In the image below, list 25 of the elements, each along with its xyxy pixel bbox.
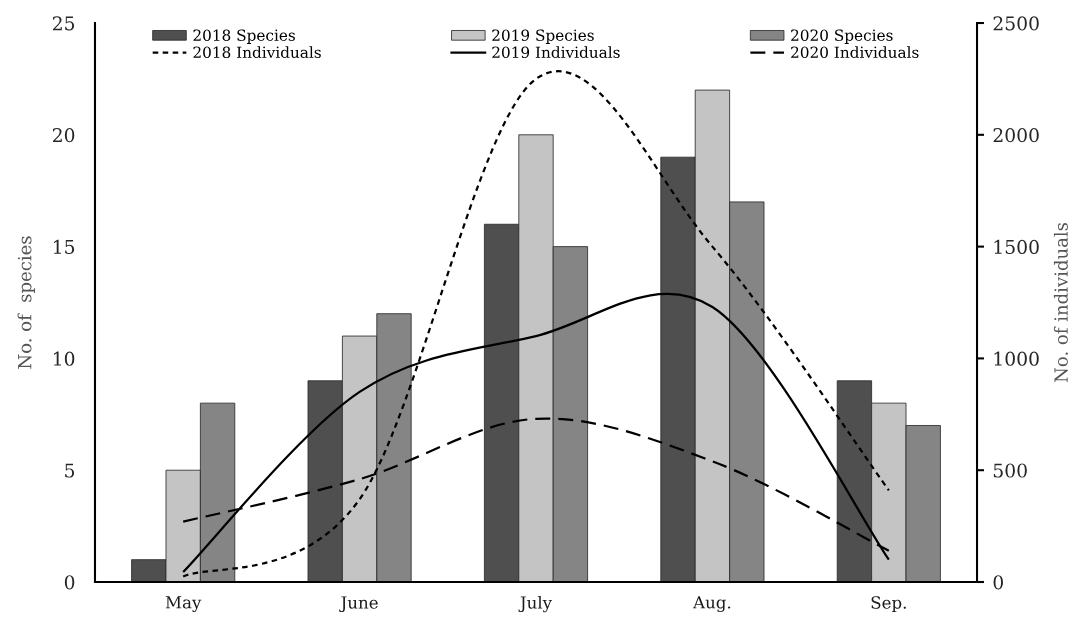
y2-tick-label: 2500 <box>993 16 1039 31</box>
y-tick-label: 25 <box>52 16 75 31</box>
y2-axis-title: No. of individuals <box>1053 223 1068 383</box>
y-tick-label: 0 <box>64 575 75 590</box>
legend-label: 2019 Individuals <box>492 46 620 59</box>
y2-tick-label: 2000 <box>993 128 1039 143</box>
legend-label: 2020 Individuals <box>791 46 919 59</box>
y2-tick-label: 0 <box>993 575 1003 590</box>
y-axis-title: No. of species <box>17 236 36 369</box>
y2-tick-label: 1000 <box>994 351 1039 366</box>
x-tick-label: Aug. <box>692 596 731 613</box>
y-tick-label: 5 <box>65 463 75 478</box>
y-tick-label: 10 <box>53 351 75 366</box>
legend-label: 2018 Individuals <box>193 46 321 59</box>
x-tick-label: July <box>518 595 553 613</box>
legend-label: 2019 Species <box>492 29 594 44</box>
y-tick-label: 15 <box>53 239 75 254</box>
x-tick-label: June <box>339 596 378 613</box>
x-tick-label: May <box>165 596 202 613</box>
legend-label: 2018 Species <box>193 29 295 44</box>
y2-tick-label: 1500 <box>994 239 1039 254</box>
y2-tick-label: 500 <box>993 463 1027 478</box>
x-tick-label: Sep. <box>871 596 906 613</box>
y-tick-label: 20 <box>52 128 75 143</box>
legend-label: 2020 Species <box>791 29 893 44</box>
